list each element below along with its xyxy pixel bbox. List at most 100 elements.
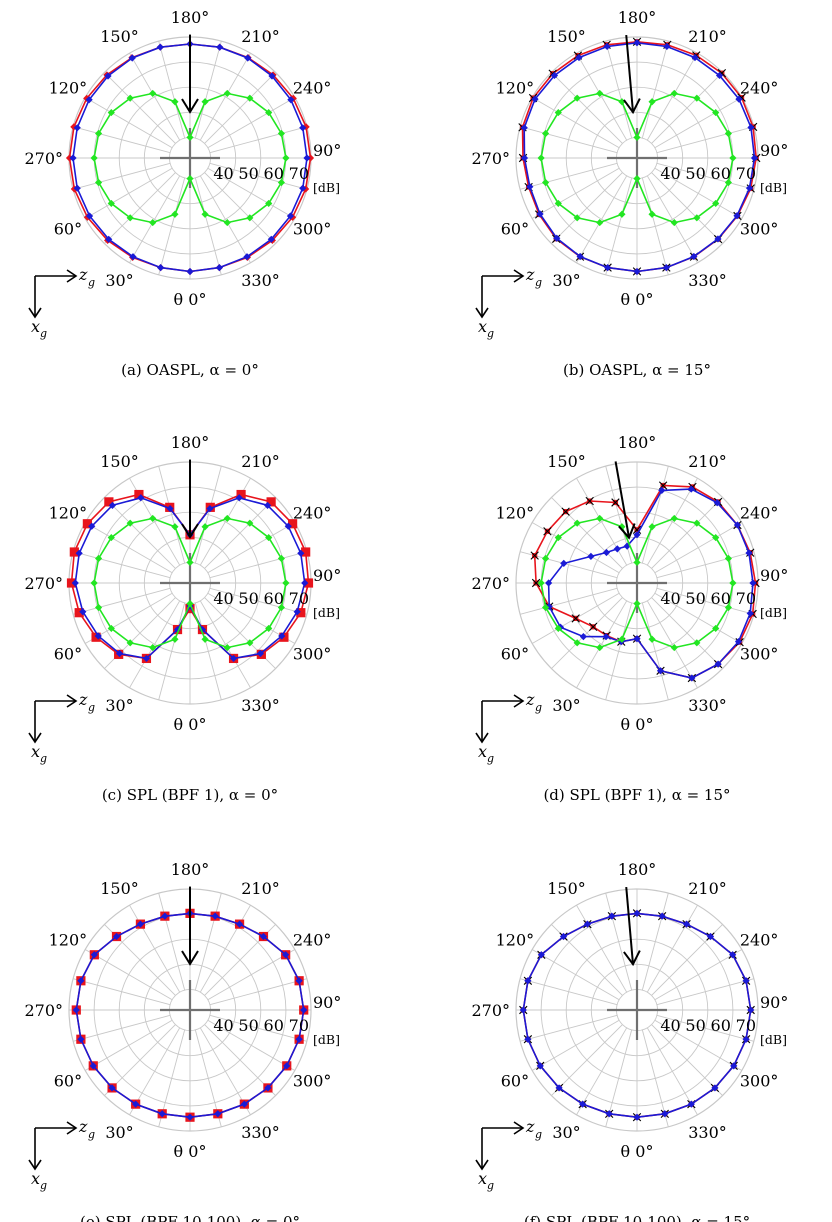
grid-spoke (551, 72, 623, 144)
grid-spoke (646, 477, 698, 566)
flow-arrow-head (181, 523, 199, 539)
series-green-point (149, 218, 157, 227)
x-axis-sub: g (40, 327, 47, 340)
grid-spoke (656, 978, 754, 1006)
grid-spoke (194, 602, 222, 700)
series-blue-point (526, 183, 534, 191)
grid-spoke (641, 602, 669, 700)
series-blue-point (240, 1100, 248, 1108)
grid-spoke (605, 893, 633, 991)
marker-cross-b (543, 527, 552, 536)
panel-caption: (d) SPL (BPF 1), α = 15° (543, 786, 730, 804)
grid-spoke (531, 949, 620, 1001)
grid-spoke (73, 587, 171, 615)
series-blue-point (108, 1084, 116, 1092)
panel-caption: (b) OASPL, α = 15° (563, 361, 711, 379)
series-blue-point (524, 1035, 532, 1043)
series-green-point (724, 554, 733, 563)
z-axis-label: z (78, 265, 88, 284)
series-green-point (541, 178, 550, 187)
series-blue-point (142, 654, 151, 663)
grid-spoke (531, 167, 620, 219)
grid-spoke (84, 949, 173, 1001)
series-blue-point (519, 1006, 527, 1014)
angle-label: 90° (760, 141, 788, 160)
series-green-point (537, 579, 545, 587)
flow-arrow-shaft (625, 886, 634, 965)
grid-spoke (209, 162, 307, 190)
grid-spoke (646, 175, 698, 264)
angle-label: 270° (471, 149, 510, 168)
grid-spoke (73, 551, 171, 579)
series-blue-point (295, 1035, 303, 1043)
grid-spoke (194, 41, 222, 139)
series-blue-point (94, 632, 102, 640)
x-axis-arrow (475, 732, 489, 744)
angle-label: 300° (293, 220, 332, 239)
grid-spoke (576, 904, 628, 993)
grid-spoke (520, 126, 618, 154)
series-blue-point (157, 264, 165, 272)
angle-label: 30° (105, 1123, 133, 1142)
series-blue-point (750, 154, 759, 162)
grid-spoke (654, 1019, 743, 1071)
series-green-point (648, 635, 656, 643)
series-red-point (74, 608, 84, 618)
x-axis-arrow (28, 732, 42, 744)
grid-spoke (605, 41, 633, 139)
series-blue-point (112, 932, 121, 941)
radial-tick-label: 50 (685, 164, 705, 183)
radial-tick-label: 50 (238, 1016, 258, 1035)
polar-panel-d: θ 0° 30° 60° 90° 120° 150° 180° 210° 240° 270° 300… (471, 433, 788, 804)
series-green-point (693, 94, 701, 102)
series-green-point (149, 643, 157, 652)
angle-label: 210° (241, 879, 280, 898)
series-green-point (201, 523, 209, 531)
series-green-point (573, 519, 581, 527)
grid-spoke (84, 522, 173, 574)
angle-label: 330° (688, 696, 727, 715)
angle-label: 120° (496, 931, 535, 950)
angle-label: θ 0° (621, 1142, 654, 1161)
series-green-point (186, 133, 194, 142)
grid-spoke (651, 1024, 723, 1096)
series-green-point (149, 514, 157, 523)
grid-spoke (646, 52, 698, 141)
series-red-point (531, 578, 541, 588)
series-blue-point (301, 579, 309, 587)
series-green-point (171, 210, 179, 218)
series-blue-point (299, 184, 307, 192)
series-blue-point (733, 521, 742, 529)
radial-tick-label: 70 (736, 589, 756, 608)
series-red-point (296, 608, 306, 618)
grid-spoke (73, 162, 171, 190)
flow-arrow-shaft (625, 34, 634, 113)
panel-caption: (c) SPL (BPF 1), α = 0° (102, 786, 278, 804)
grid-spoke (654, 949, 743, 1001)
series-blue-point (550, 71, 559, 80)
series-green-point (126, 519, 134, 527)
grid-spoke (656, 162, 754, 190)
x-axis-label: x (478, 1169, 487, 1188)
series-green-point (693, 214, 701, 222)
radial-tick-label: 60 (711, 589, 731, 608)
angle-label: 150° (547, 879, 586, 898)
x-axis-arrow (475, 307, 489, 319)
series-green-point (541, 554, 550, 563)
series-green-point (94, 129, 103, 138)
angle-label: 60° (54, 1072, 82, 1091)
series-red-point (288, 519, 298, 529)
panel-caption: (e) SPL (BPF 10-100), α = 0° (80, 1213, 300, 1222)
grid-spoke (84, 1019, 173, 1071)
unit-label: [dB] (760, 1032, 787, 1047)
series-blue-point (661, 1110, 669, 1118)
series-blue-point (576, 252, 584, 261)
series-blue-point (300, 1006, 308, 1014)
angle-label: 120° (49, 931, 88, 950)
series-blue-point (283, 1062, 291, 1070)
polar-panel-f: θ 0° 30° 60° 90° 120° 150° 180° 210° 240° 270° 300… (471, 860, 788, 1222)
x-axis-label: x (31, 1169, 40, 1188)
angle-label: 300° (293, 1072, 332, 1091)
grid-spoke (209, 551, 307, 579)
